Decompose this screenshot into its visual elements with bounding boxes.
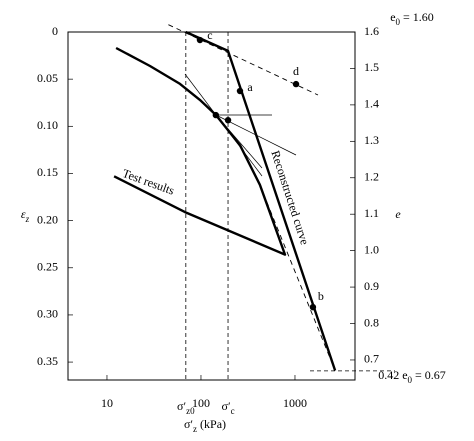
point xyxy=(212,111,220,119)
x-tick-label-part: σ′ xyxy=(221,399,230,413)
y2-axis-label: e xyxy=(395,207,401,221)
y-tick-label: 0.05 xyxy=(37,71,58,85)
y-tick-label: 0.35 xyxy=(37,354,58,368)
y-tick-label: 0.15 xyxy=(37,165,58,179)
y-tick-label: 0 xyxy=(52,24,58,38)
y-tick-label: 0.25 xyxy=(37,260,58,274)
point-label: c xyxy=(207,28,212,42)
y2-tick-label: 0.9 xyxy=(364,279,379,293)
y2-tick-label: 1.3 xyxy=(364,133,379,147)
point xyxy=(292,80,300,88)
point xyxy=(309,303,317,311)
point xyxy=(224,116,232,124)
y-tick-label: 0.20 xyxy=(37,212,58,226)
x-tick-label: 100 xyxy=(192,396,210,410)
point-label: a xyxy=(247,80,253,94)
y2-tick-label: 1.0 xyxy=(364,242,379,256)
x-axis-label: σ′z (kPa) xyxy=(184,417,226,434)
annotation-part: = 0.67 xyxy=(412,368,446,382)
y2-tick-label: 1.2 xyxy=(364,170,379,184)
x-tick-label-part: σ′ xyxy=(177,399,186,413)
annotation-part: e xyxy=(390,10,395,24)
x-tick-label: 1000 xyxy=(283,396,307,410)
y-axis-label-part: ε xyxy=(21,207,26,221)
annotation: e0 = 1.60 xyxy=(390,10,434,27)
annotation: 0.42 e0 = 0.67 xyxy=(378,368,446,385)
y-tick-label: 0.10 xyxy=(37,118,58,132)
y2-tick-label: 0.7 xyxy=(364,352,379,366)
y2-tick-label: 1.6 xyxy=(364,24,379,38)
annotation-part: 0 xyxy=(408,375,413,385)
x-axis-label-part: (kPa) xyxy=(197,417,226,431)
dashed-line xyxy=(259,184,336,371)
x-tick-label: σ′c xyxy=(221,399,234,416)
y-tick-label: 0.30 xyxy=(37,307,58,321)
x-tick-label: 10 xyxy=(101,396,113,410)
y-axis-label: εz xyxy=(21,207,30,224)
point-label: d xyxy=(293,64,299,78)
point xyxy=(236,87,244,95)
x-tick-label-part: z0 xyxy=(186,406,195,416)
point xyxy=(196,36,204,44)
annotation-part: = 1.60 xyxy=(400,10,434,24)
point-label: b xyxy=(318,289,324,303)
annotation-part: 0.42 e xyxy=(378,368,407,382)
y-axis-label-part: z xyxy=(25,214,30,224)
x-tick-label-part: c xyxy=(231,406,235,416)
y2-tick-label: 1.4 xyxy=(364,97,379,111)
curve xyxy=(185,30,337,371)
series-label: Reconstructed curve xyxy=(268,149,312,247)
annotation-part: 0 xyxy=(396,17,401,27)
y2-tick-label: 0.8 xyxy=(364,315,379,329)
x-axis-label-part: σ′ xyxy=(184,417,193,431)
y2-tick-label: 1.5 xyxy=(364,60,379,74)
curve xyxy=(113,46,287,256)
x-axis-label-part: z xyxy=(193,424,197,434)
y2-tick-label: 1.1 xyxy=(364,206,379,220)
plot-frame xyxy=(67,31,356,381)
x-tick-label: σ′z0 xyxy=(177,399,195,416)
